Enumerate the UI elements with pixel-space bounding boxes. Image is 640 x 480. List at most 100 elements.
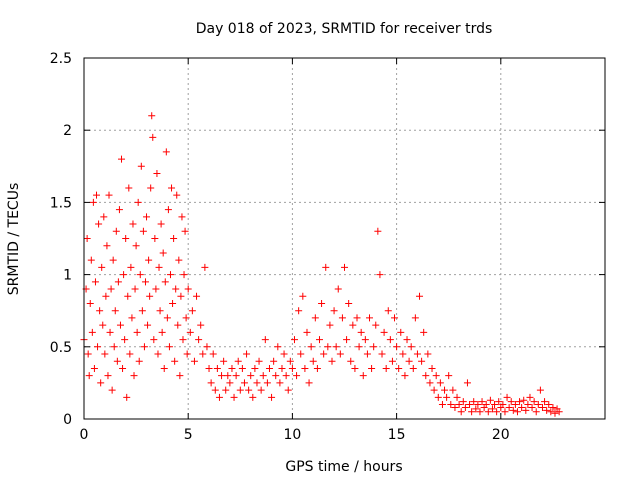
data-point	[90, 364, 98, 372]
y-tick-label: 2.5	[50, 51, 72, 67]
x-tick-label: 5	[184, 427, 193, 443]
data-point	[513, 408, 521, 416]
data-point	[247, 372, 255, 380]
data-point	[172, 285, 180, 293]
data-point	[123, 393, 131, 401]
data-point	[178, 213, 186, 221]
data-point	[503, 393, 511, 401]
data-point	[113, 357, 121, 365]
data-point	[315, 336, 323, 344]
data-point	[341, 263, 348, 271]
data-point	[95, 220, 103, 228]
data-point	[184, 285, 192, 293]
data-point	[288, 364, 296, 372]
data-point	[84, 350, 92, 358]
data-point	[149, 133, 157, 141]
data-point	[119, 364, 127, 372]
data-point	[463, 379, 471, 387]
data-point	[520, 396, 528, 404]
data-point	[353, 314, 361, 322]
data-point	[378, 350, 386, 358]
data-point	[409, 364, 417, 372]
data-point	[541, 398, 549, 406]
data-point	[388, 357, 396, 365]
data-point	[357, 328, 365, 336]
data-point	[445, 372, 453, 380]
data-point	[131, 285, 139, 293]
data-point	[158, 328, 166, 336]
data-point	[93, 191, 101, 199]
data-point	[324, 343, 332, 351]
data-points	[80, 112, 563, 417]
data-point	[532, 408, 540, 416]
data-point	[111, 307, 119, 315]
data-point	[322, 263, 330, 271]
data-point	[334, 285, 342, 293]
data-point	[466, 401, 474, 409]
data-point	[320, 350, 328, 358]
data-point	[203, 343, 211, 351]
data-point	[305, 379, 313, 387]
data-point	[330, 307, 338, 315]
data-point	[224, 372, 232, 380]
data-point	[125, 184, 133, 192]
data-point	[526, 393, 534, 401]
data-point	[401, 372, 409, 380]
data-point	[507, 398, 515, 406]
data-point	[505, 403, 513, 411]
data-point	[405, 357, 413, 365]
data-point	[438, 401, 446, 409]
data-point	[110, 343, 118, 351]
data-point	[461, 403, 469, 411]
data-point	[106, 328, 114, 336]
data-point	[370, 343, 378, 351]
data-point	[89, 198, 97, 206]
data-point	[209, 350, 217, 358]
data-point	[255, 357, 263, 365]
data-point	[493, 408, 501, 416]
data-point	[151, 235, 159, 242]
data-point	[272, 372, 280, 380]
data-point	[236, 386, 244, 394]
data-point	[85, 372, 93, 380]
data-point	[163, 314, 171, 322]
data-point	[180, 271, 188, 279]
data-point	[416, 292, 424, 300]
data-point	[491, 401, 499, 409]
data-point	[107, 285, 115, 293]
data-point	[218, 372, 226, 380]
data-point	[268, 393, 276, 401]
data-point	[313, 364, 321, 372]
data-point	[428, 364, 436, 372]
data-point	[160, 364, 168, 372]
data-point	[472, 405, 480, 413]
data-point	[501, 408, 509, 416]
data-point	[326, 321, 334, 329]
data-point	[162, 148, 170, 156]
data-point	[228, 364, 236, 372]
data-point	[164, 206, 172, 214]
y-axis-label: SRMTID / TECUs	[6, 183, 22, 296]
data-point	[386, 336, 394, 344]
data-point	[265, 364, 273, 372]
data-point	[91, 278, 99, 286]
data-point	[138, 307, 146, 315]
data-point	[126, 350, 134, 358]
data-point	[299, 292, 307, 300]
x-axis-label: GPS time / hours	[285, 459, 402, 475]
data-point	[103, 242, 111, 250]
y-tick-label: 1	[63, 268, 72, 284]
data-point	[407, 343, 415, 351]
data-point	[545, 401, 553, 409]
x-tick-label: 10	[283, 427, 301, 443]
data-point	[213, 364, 221, 372]
data-point	[118, 155, 126, 163]
data-point	[120, 271, 128, 279]
data-point	[355, 343, 363, 351]
data-point	[154, 350, 162, 358]
ticks	[83, 57, 605, 420]
data-point	[100, 213, 108, 221]
data-point	[173, 191, 181, 199]
data-point	[368, 364, 376, 372]
data-point	[144, 321, 152, 329]
